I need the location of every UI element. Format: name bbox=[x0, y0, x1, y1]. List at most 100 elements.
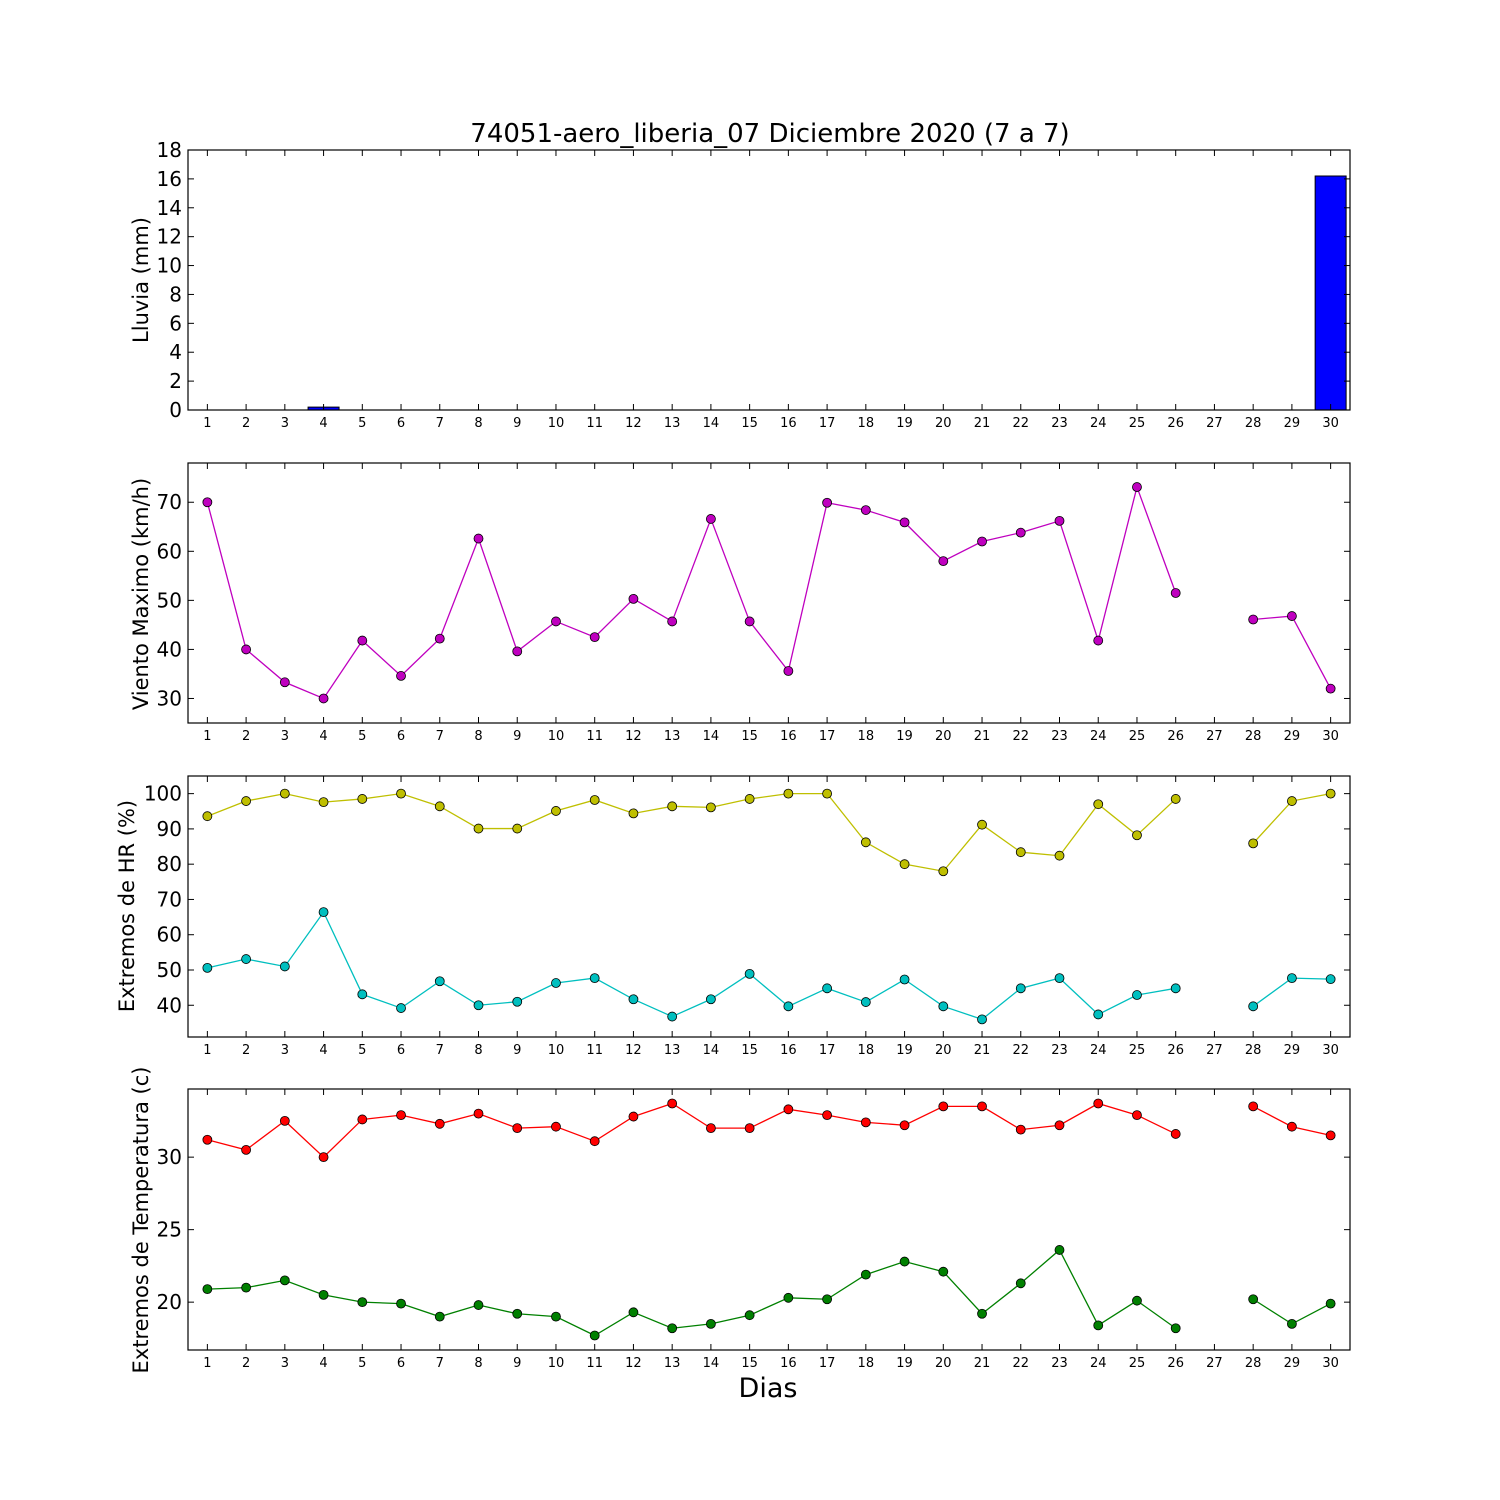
hr-max-line bbox=[207, 792, 1177, 872]
hr-min-point bbox=[706, 994, 716, 1005]
hr-min-point bbox=[241, 954, 252, 964]
rain-ytick-label: 8 bbox=[169, 282, 182, 306]
wind-ytick-label: 30 bbox=[157, 686, 182, 710]
hr-max-point bbox=[1054, 850, 1065, 861]
temp-min-point bbox=[357, 1297, 368, 1308]
wind-xtick-label: 9 bbox=[513, 729, 521, 744]
wind-ytick-label: 60 bbox=[157, 539, 182, 563]
hr-min-line bbox=[207, 910, 1176, 1021]
wind-point bbox=[977, 536, 987, 547]
wind-point bbox=[473, 533, 484, 544]
rain-ytick-label: 0 bbox=[169, 398, 182, 422]
wind-point bbox=[202, 497, 213, 508]
temp-max-point bbox=[241, 1145, 252, 1155]
hr-min-point bbox=[1287, 973, 1297, 983]
humidity-xtick-label: 12 bbox=[625, 1043, 642, 1058]
temp-min-point bbox=[473, 1300, 484, 1310]
rain-xtick-label: 11 bbox=[586, 416, 603, 431]
rain-ytick-label: 4 bbox=[169, 340, 182, 364]
hr-max-point bbox=[318, 797, 329, 807]
rain-ytick-label: 14 bbox=[157, 196, 182, 220]
humidity-xtick-label: 18 bbox=[858, 1043, 875, 1058]
humidity-xtick-label: 16 bbox=[780, 1043, 797, 1058]
wind-point bbox=[434, 633, 445, 644]
temperature-xtick-label: 11 bbox=[586, 1356, 603, 1371]
hr-min-point bbox=[1248, 1001, 1259, 1012]
humidity-xtick-label: 1 bbox=[203, 1043, 211, 1058]
temp-min-point bbox=[1287, 1319, 1297, 1329]
wind-ytick-label: 50 bbox=[157, 588, 182, 612]
hr-min-point bbox=[938, 1001, 949, 1012]
temp-max-point bbox=[1325, 1130, 1336, 1141]
humidity-ytick-label: 60 bbox=[157, 923, 182, 947]
temperature-xtick-label: 7 bbox=[436, 1356, 444, 1371]
temperature-xtick-label: 16 bbox=[780, 1356, 797, 1371]
wind-point bbox=[1325, 683, 1336, 694]
temp-min-point bbox=[1248, 1294, 1259, 1305]
wind-xtick-label: 1 bbox=[203, 729, 211, 744]
temp-max-point bbox=[318, 1152, 329, 1163]
humidity-axes-frame bbox=[187, 775, 1351, 1038]
temp-min-point bbox=[202, 1284, 213, 1294]
wind-xtick-label: 8 bbox=[474, 729, 482, 744]
temperature-xtick-label: 18 bbox=[858, 1356, 875, 1371]
temperature-xtick-label: 20 bbox=[935, 1356, 952, 1371]
hr-max-point bbox=[744, 794, 755, 804]
hr-max-point bbox=[551, 806, 561, 816]
humidity-xtick-label: 7 bbox=[436, 1043, 444, 1058]
humidity-xtick-label: 25 bbox=[1129, 1043, 1146, 1058]
temp-min-point bbox=[396, 1298, 406, 1309]
rain-ytick-label: 18 bbox=[157, 138, 182, 162]
temp-max-point bbox=[279, 1116, 290, 1126]
wind-xtick-label: 20 bbox=[935, 729, 952, 744]
humidity-xtick-label: 8 bbox=[474, 1043, 482, 1058]
wind-xtick-label: 13 bbox=[664, 729, 681, 744]
wind-xtick-label: 19 bbox=[896, 729, 913, 744]
humidity-xtick-label: 20 bbox=[935, 1043, 952, 1058]
hr-min-point bbox=[473, 1000, 484, 1011]
humidity-xtick-label: 24 bbox=[1090, 1043, 1107, 1058]
temp-min-point bbox=[977, 1308, 987, 1319]
wind-point bbox=[318, 693, 329, 704]
temp-max-point bbox=[822, 1110, 832, 1120]
hr-max-point bbox=[512, 823, 523, 834]
hr-min-point bbox=[667, 1011, 678, 1022]
temp-min-point bbox=[938, 1266, 949, 1277]
rain-xtick-label: 15 bbox=[741, 416, 758, 431]
temp-min-point bbox=[822, 1294, 832, 1305]
temp-min-point bbox=[1325, 1298, 1336, 1309]
hr-max-point bbox=[473, 823, 484, 834]
hr-min-point bbox=[318, 907, 329, 918]
temperature-xtick-label: 22 bbox=[1012, 1356, 1029, 1371]
wind-xtick-label: 3 bbox=[281, 729, 289, 744]
wind-point bbox=[938, 556, 949, 567]
temperature-axes-frame bbox=[187, 1088, 1351, 1351]
hr-min-point bbox=[899, 974, 910, 985]
hr-max-point bbox=[589, 795, 600, 805]
temperature-xtick-label: 24 bbox=[1090, 1356, 1107, 1371]
rain-xtick-label: 19 bbox=[896, 416, 913, 431]
temp-max-line bbox=[207, 1102, 1176, 1159]
temp-max-point bbox=[667, 1098, 678, 1109]
wind-xtick-label: 23 bbox=[1051, 729, 1068, 744]
wind-point bbox=[512, 646, 523, 657]
wind-point bbox=[667, 616, 678, 627]
humidity-xtick-label: 6 bbox=[397, 1043, 405, 1058]
hr-max-point bbox=[860, 837, 871, 848]
humidity-ytick-label: 70 bbox=[157, 887, 182, 911]
humidity-xtick-label: 13 bbox=[664, 1043, 681, 1058]
temp-max-point bbox=[202, 1134, 213, 1145]
wind-ytick-label: 70 bbox=[157, 490, 182, 514]
temp-max-point bbox=[434, 1118, 445, 1129]
temp-min-point bbox=[1093, 1320, 1104, 1331]
hr-max-point bbox=[1248, 838, 1259, 849]
hr-min-point bbox=[396, 1003, 406, 1013]
temperature-xtick-label: 14 bbox=[703, 1356, 720, 1371]
humidity-xtick-label: 15 bbox=[741, 1043, 758, 1058]
temp-min-point bbox=[589, 1330, 600, 1341]
temp-max-point bbox=[783, 1104, 794, 1115]
